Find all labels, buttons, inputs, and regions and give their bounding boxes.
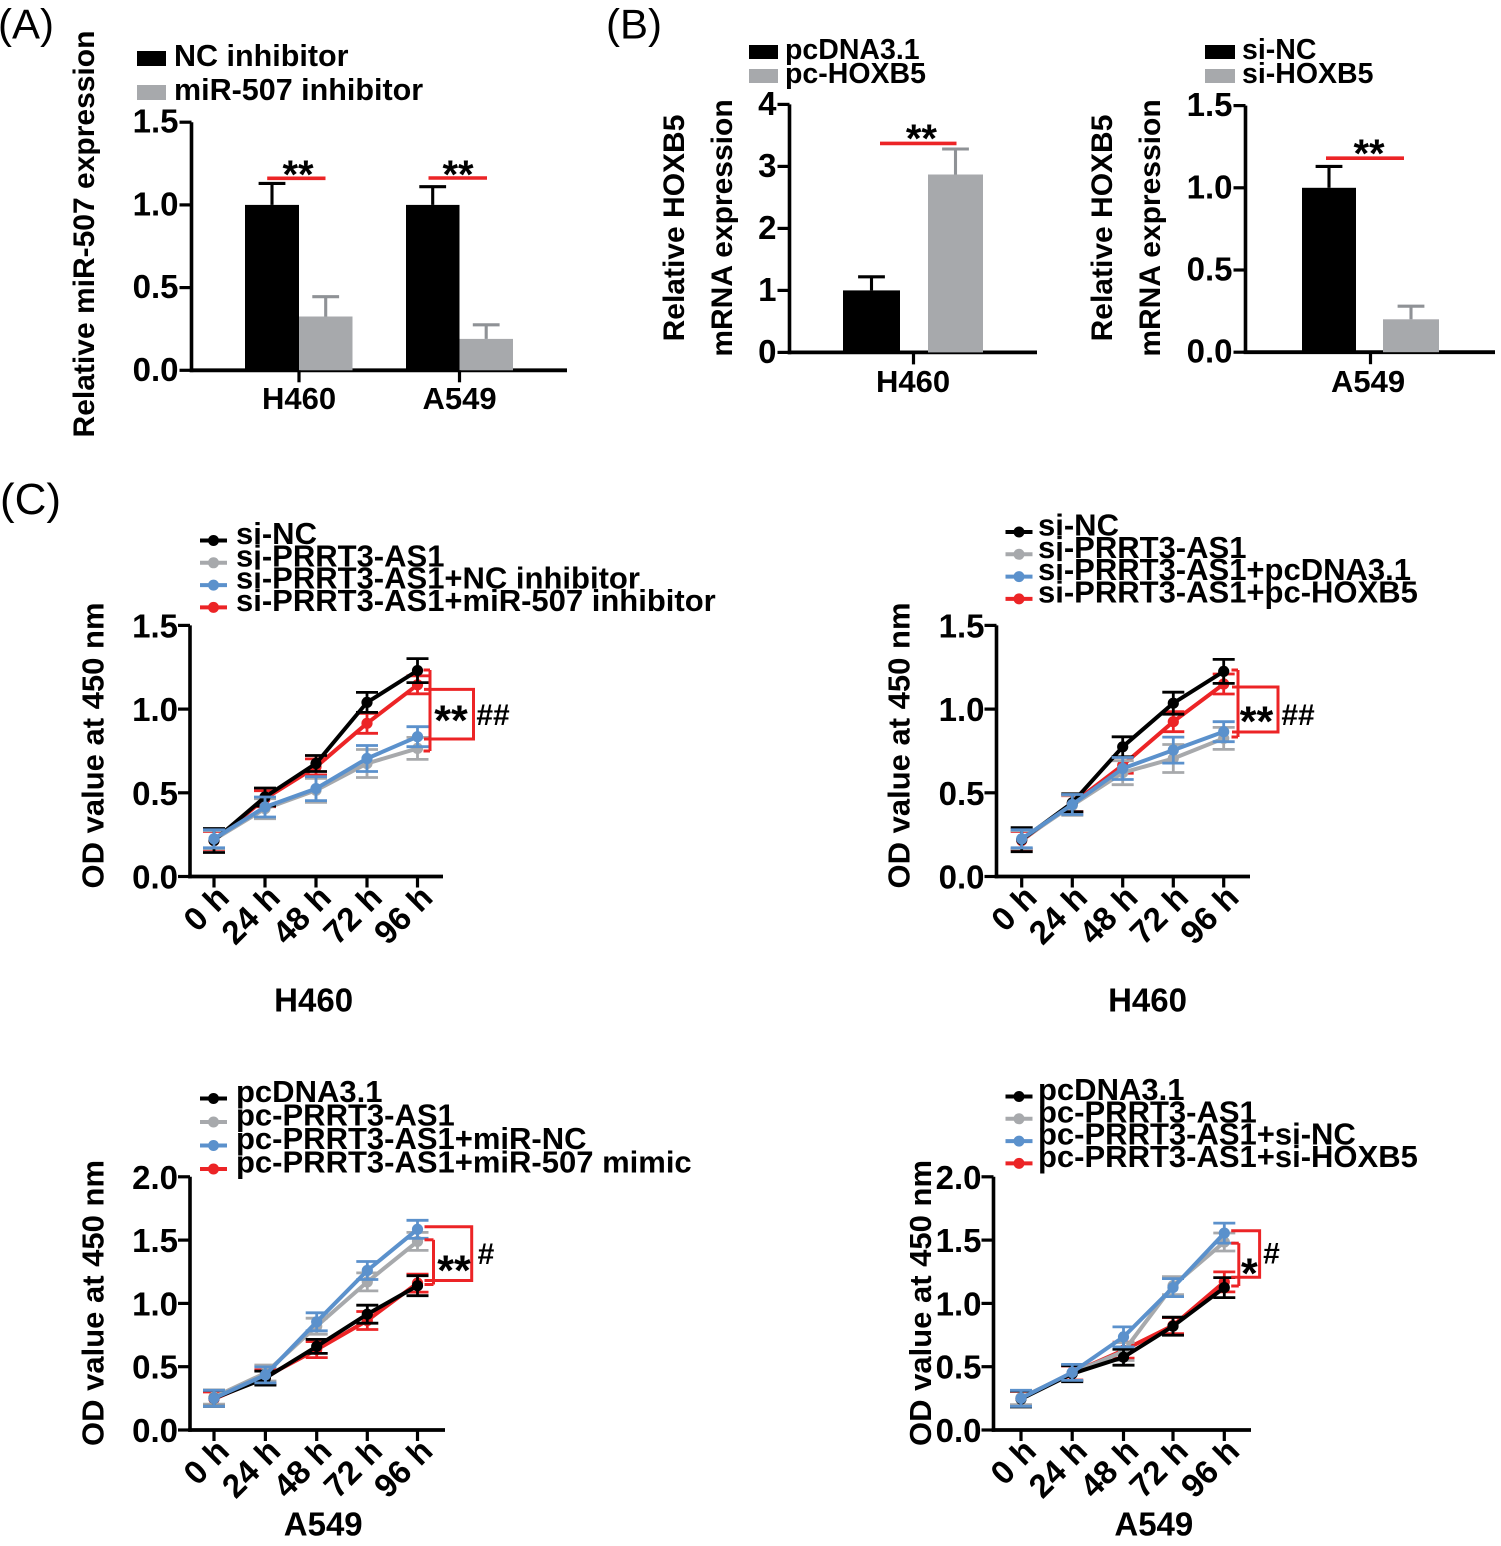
svg-text:si-PRRT3-AS1+pcDNA3.1: si-PRRT3-AS1+pcDNA3.1 [1038,552,1411,587]
svg-text:OD value at 450 nm: OD value at 450 nm [882,602,917,888]
svg-text:si-PRRT3-AS1: si-PRRT3-AS1 [1038,530,1246,565]
svg-text:0.5: 0.5 [132,1349,178,1386]
svg-text:mRNA expression: mRNA expression [706,99,739,356]
svg-text:mRNA expression: mRNA expression [1134,99,1167,356]
svg-text:miR-507 inhibitor: miR-507 inhibitor [174,73,423,107]
svg-text:0.0: 0.0 [132,1412,178,1449]
svg-text:1.5: 1.5 [133,103,179,140]
svg-text:0.5: 0.5 [132,775,178,812]
svg-text:**: ** [1353,132,1385,176]
svg-text:H460: H460 [876,364,950,399]
svg-text:1: 1 [758,271,776,308]
svg-text:0.5: 0.5 [1187,251,1233,288]
svg-text:1.0: 1.0 [936,1285,982,1322]
svg-text:Relative HOXB5: Relative HOXB5 [1086,115,1119,342]
svg-text:3: 3 [758,147,776,184]
svg-text:0.5: 0.5 [939,775,985,812]
svg-text:0.5: 0.5 [936,1349,982,1386]
svg-text:(A): (A) [0,1,54,48]
svg-text:pc-PRRT3-AS1+miR-NC: pc-PRRT3-AS1+miR-NC [236,1121,587,1156]
svg-text:**: ** [442,153,474,197]
svg-text:si-PRRT3-AS1+pc-HOXB5: si-PRRT3-AS1+pc-HOXB5 [1038,574,1418,609]
svg-text:pc-HOXB5: pc-HOXB5 [785,58,926,90]
svg-text:0.0: 0.0 [936,1412,982,1449]
svg-text:OD value at 450 nm: OD value at 450 nm [76,602,111,888]
svg-text:1.0: 1.0 [132,1285,178,1322]
svg-text:H460: H460 [262,381,336,416]
svg-text:pc-PRRT3-AS1+si-HOXB5: pc-PRRT3-AS1+si-HOXB5 [1038,1139,1418,1174]
svg-text:**: ** [282,153,314,197]
svg-text:A549: A549 [1114,1506,1193,1543]
svg-text:si-HOXB5: si-HOXB5 [1242,58,1374,90]
svg-text:H460: H460 [1108,982,1187,1019]
svg-text:1.0: 1.0 [133,185,179,222]
svg-text:0.0: 0.0 [133,351,179,388]
svg-text:#: # [1263,1238,1280,1271]
svg-text:0.0: 0.0 [132,859,178,896]
svg-text:si-PRRT3-AS1+NC inhibitor: si-PRRT3-AS1+NC inhibitor [236,561,640,596]
svg-text:pc-PRRT3-AS1+miR-507 mimic: pc-PRRT3-AS1+miR-507 mimic [236,1145,692,1180]
svg-text:##: ## [1281,699,1315,732]
svg-text:(C): (C) [0,475,61,524]
svg-text:#: # [478,1238,495,1271]
svg-text:0: 0 [758,333,776,370]
svg-text:OD value at 450 nm: OD value at 450 nm [76,1160,111,1446]
svg-text:0.0: 0.0 [939,859,985,896]
svg-text:pc-PRRT3-AS1: pc-PRRT3-AS1 [236,1098,455,1133]
svg-text:Relative HOXB5: Relative HOXB5 [658,115,691,342]
svg-text:NC inhibitor: NC inhibitor [174,39,349,73]
svg-text:1.0: 1.0 [132,691,178,728]
svg-text:##: ## [476,699,510,732]
svg-text:0.5: 0.5 [133,268,179,305]
svg-text:pcDNA3.1: pcDNA3.1 [785,34,920,66]
svg-text:A549: A549 [1331,364,1405,399]
svg-text:4: 4 [758,85,777,122]
svg-text:1.5: 1.5 [939,607,985,644]
svg-text:**: ** [434,697,468,745]
svg-text:pc-PRRT3-AS1: pc-PRRT3-AS1 [1038,1094,1257,1129]
svg-text:0.0: 0.0 [1187,333,1233,370]
svg-text:1.0: 1.0 [1187,168,1233,205]
svg-text:pc-PRRT3-AS1+si-NC: pc-PRRT3-AS1+si-NC [1038,1117,1356,1152]
svg-text:1.0: 1.0 [939,691,985,728]
svg-text:Relative miR-507 expression: Relative miR-507 expression [68,31,101,438]
svg-text:si-NC: si-NC [1242,34,1316,66]
svg-text:A549: A549 [422,381,496,416]
svg-text:si-NC: si-NC [236,516,317,551]
svg-text:(B): (B) [606,1,662,48]
svg-text:OD value at 450 nm: OD value at 450 nm [903,1160,938,1446]
svg-text:pcDNA3.1: pcDNA3.1 [236,1074,382,1109]
svg-text:**: ** [1240,698,1274,746]
svg-text:2.0: 2.0 [936,1159,982,1196]
svg-text:si-PRRT3-AS1+miR-507 inhibitor: si-PRRT3-AS1+miR-507 inhibitor [236,583,716,618]
svg-text:**: ** [906,117,938,161]
svg-text:2.0: 2.0 [132,1159,178,1196]
svg-text:1.5: 1.5 [132,1222,178,1259]
svg-text:H460: H460 [274,982,353,1019]
svg-text:2: 2 [758,209,776,246]
svg-text:1.5: 1.5 [1187,86,1233,123]
svg-text:**: ** [437,1247,471,1295]
svg-text:A549: A549 [284,1506,363,1543]
svg-text:1.5: 1.5 [936,1222,982,1259]
svg-text:1.5: 1.5 [132,607,178,644]
svg-text:si-NC: si-NC [1038,508,1119,543]
svg-text:si-PRRT3-AS1: si-PRRT3-AS1 [236,538,444,573]
svg-text:pcDNA3.1: pcDNA3.1 [1038,1072,1184,1107]
svg-text:*: * [1241,1250,1258,1298]
